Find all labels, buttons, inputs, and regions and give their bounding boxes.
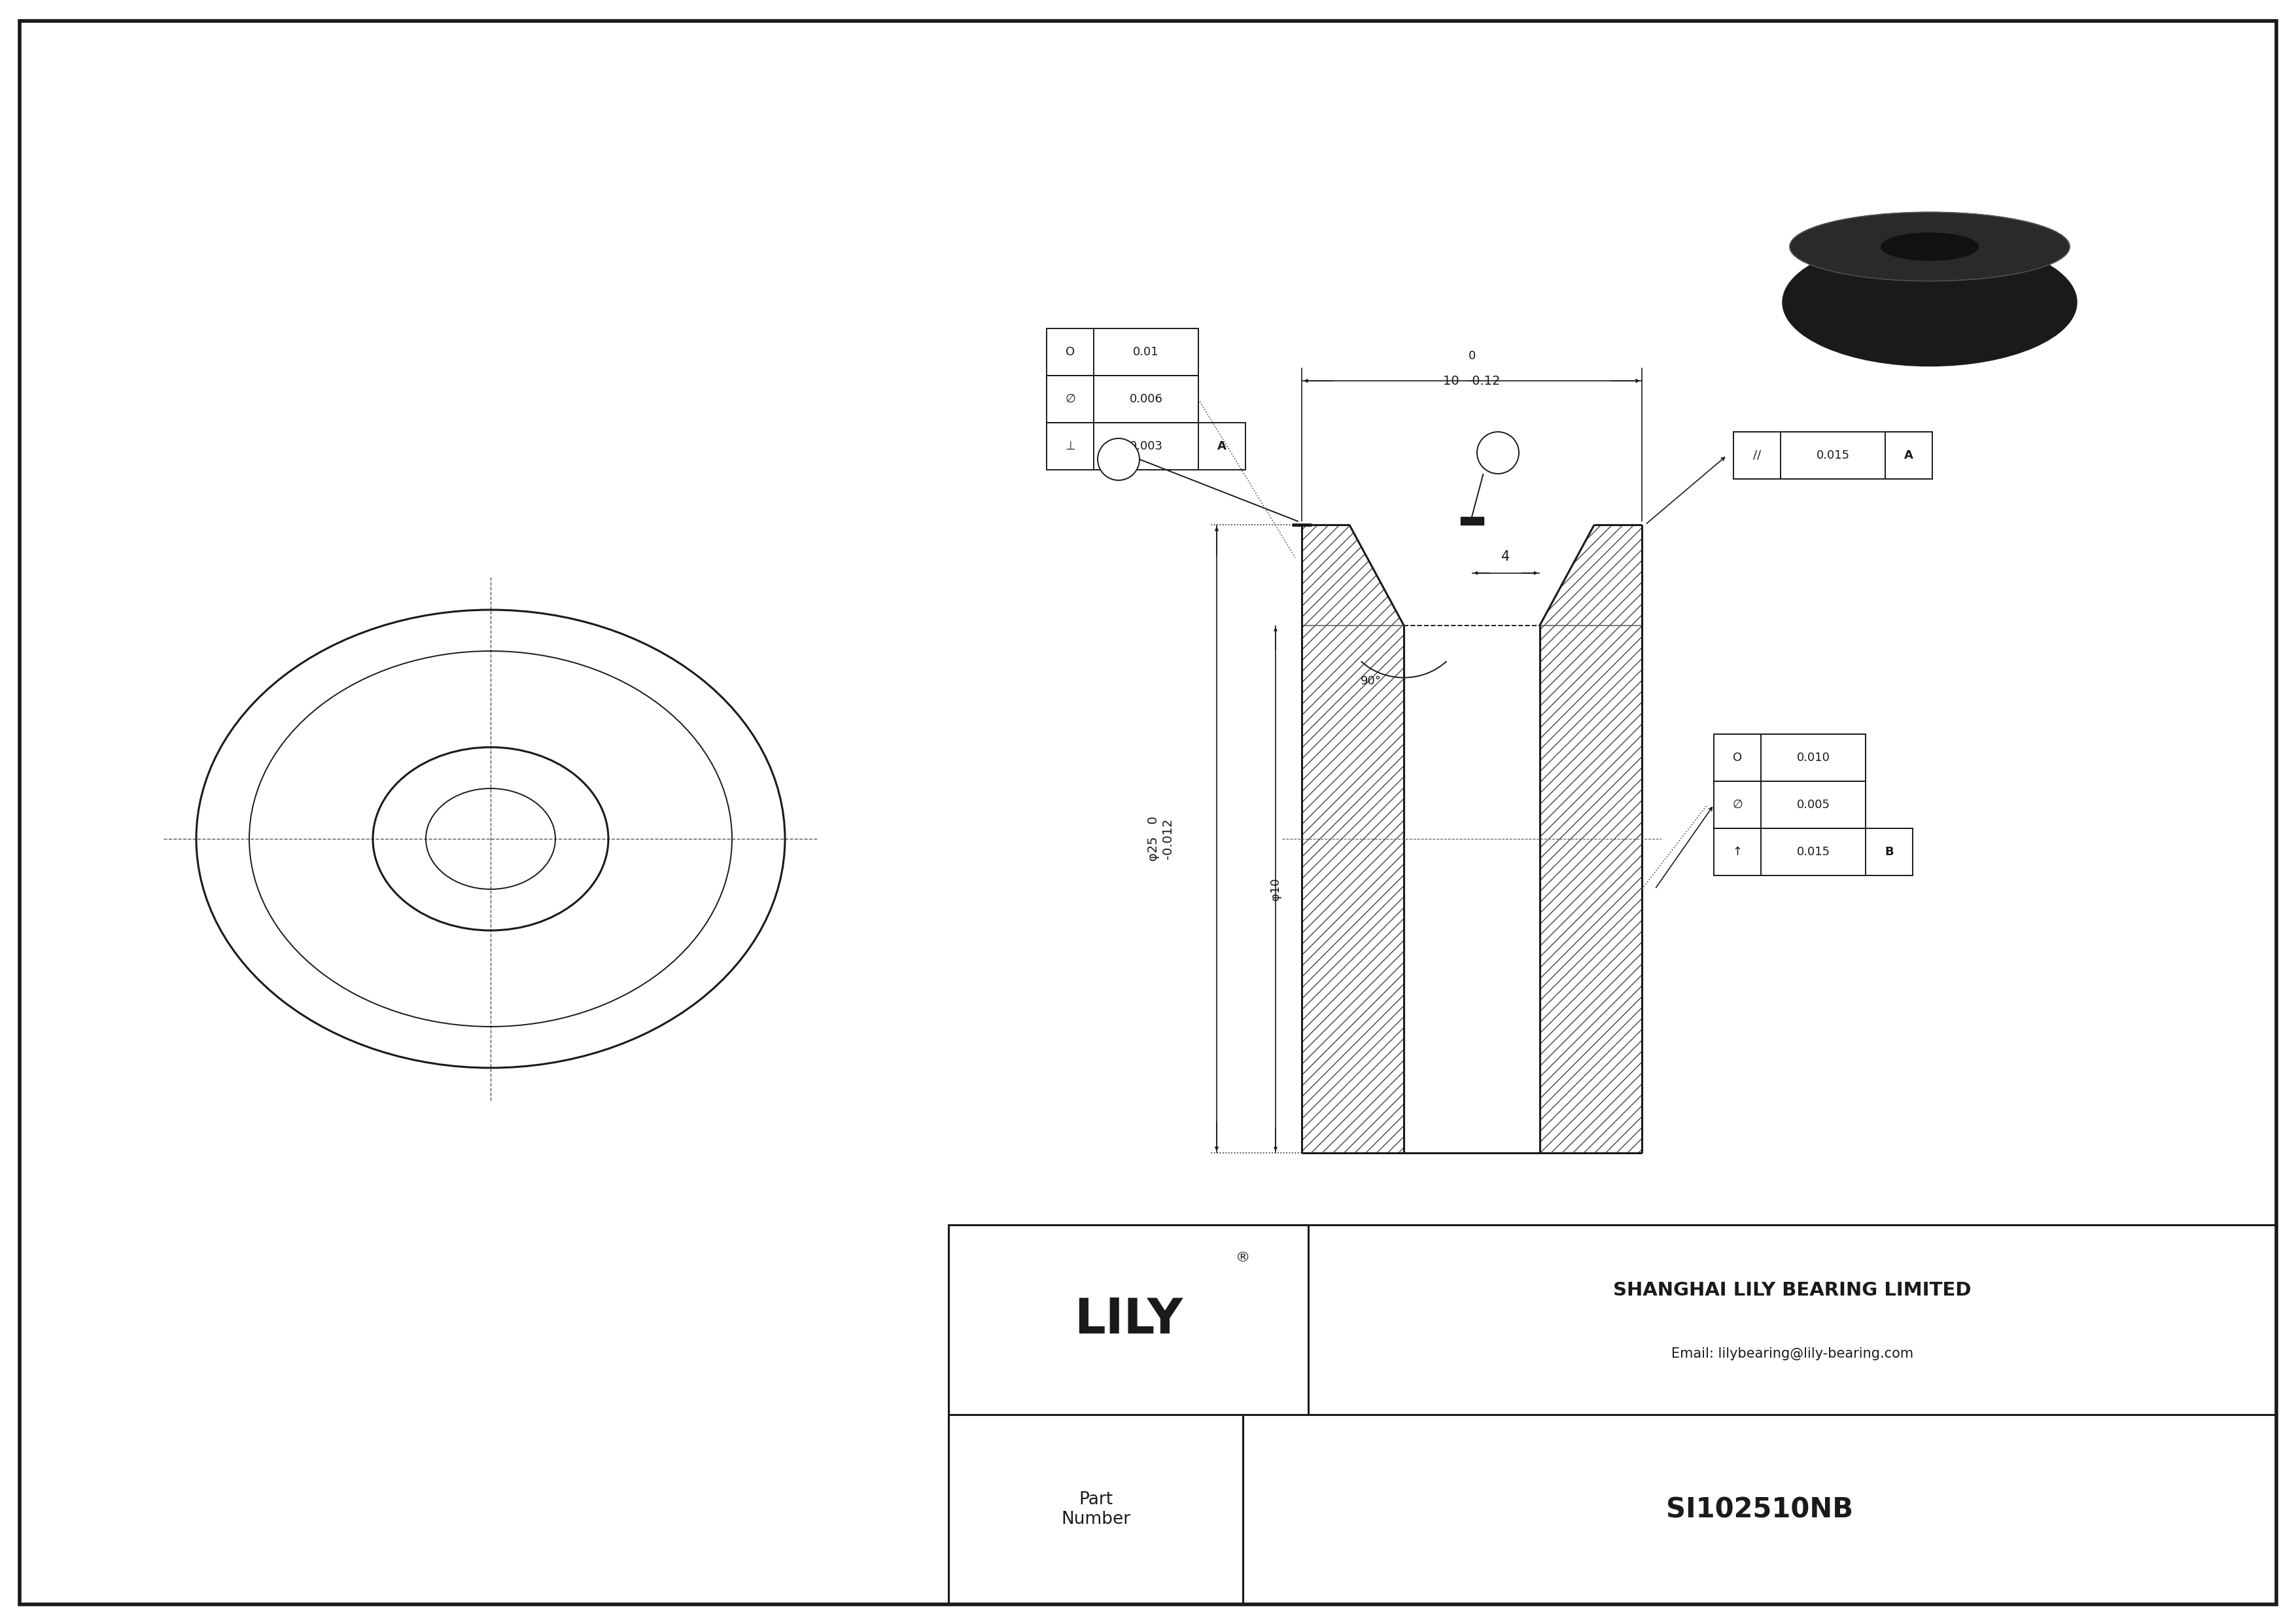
Text: SI102510NB: SI102510NB <box>1667 1496 1853 1523</box>
Text: A: A <box>1903 450 1913 461</box>
Bar <box>1047 375 1199 422</box>
Text: 0: 0 <box>1467 351 1476 362</box>
Text: ↑: ↑ <box>1733 846 1743 857</box>
Bar <box>1460 516 1483 525</box>
Circle shape <box>1097 438 1139 481</box>
Ellipse shape <box>1782 239 2078 365</box>
Polygon shape <box>1302 525 1403 625</box>
Text: 90°: 90° <box>1362 676 1382 687</box>
Text: 0.015: 0.015 <box>1816 450 1851 461</box>
Bar <box>1733 432 1933 479</box>
Bar <box>1713 734 1867 781</box>
Text: 4: 4 <box>1502 551 1511 564</box>
Bar <box>1713 781 1867 828</box>
Bar <box>948 1224 2275 1605</box>
Ellipse shape <box>1880 232 1979 260</box>
Text: Email: lilybearing@lily-bearing.com: Email: lilybearing@lily-bearing.com <box>1671 1348 1913 1361</box>
Text: 0.005: 0.005 <box>1795 799 1830 810</box>
Text: B: B <box>1492 447 1504 460</box>
Polygon shape <box>1541 525 1642 625</box>
Text: ∅: ∅ <box>1065 393 1075 404</box>
Text: O: O <box>1733 752 1743 763</box>
Text: O: O <box>1065 346 1075 357</box>
Text: B: B <box>1885 846 1894 857</box>
Text: φ25   0
-0.012: φ25 0 -0.012 <box>1148 817 1176 861</box>
Text: 10  -0.12: 10 -0.12 <box>1444 375 1499 387</box>
Polygon shape <box>1302 625 1403 1153</box>
Text: ∅: ∅ <box>1731 799 1743 810</box>
Circle shape <box>1476 432 1520 474</box>
Text: A: A <box>1114 453 1123 466</box>
Text: Part
Number: Part Number <box>1061 1491 1130 1528</box>
Text: SHANGHAI LILY BEARING LIMITED: SHANGHAI LILY BEARING LIMITED <box>1614 1281 1972 1299</box>
Text: //: // <box>1752 450 1761 461</box>
Text: ®: ® <box>1235 1250 1249 1263</box>
Text: ⊥: ⊥ <box>1065 440 1075 451</box>
Text: 0.006: 0.006 <box>1130 393 1162 404</box>
Text: LILY: LILY <box>1075 1296 1182 1343</box>
Text: 0.010: 0.010 <box>1795 752 1830 763</box>
Ellipse shape <box>1791 213 2069 281</box>
Bar <box>1047 328 1199 375</box>
Polygon shape <box>1541 625 1642 1153</box>
Text: A: A <box>1217 440 1226 451</box>
Text: 0.003: 0.003 <box>1130 440 1162 451</box>
Text: φ10: φ10 <box>1270 879 1281 900</box>
Text: 0.015: 0.015 <box>1795 846 1830 857</box>
Bar <box>1713 828 1913 875</box>
Text: 0.01: 0.01 <box>1134 346 1159 357</box>
Bar <box>1047 422 1244 469</box>
